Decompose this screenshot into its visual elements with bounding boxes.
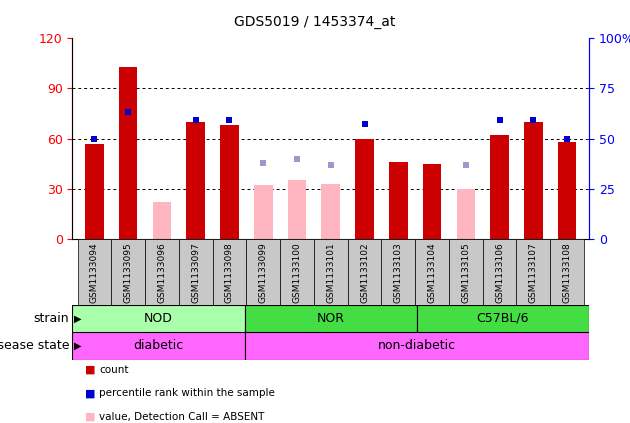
Bar: [77, 239, 112, 305]
Text: GSM1133094: GSM1133094: [90, 242, 99, 303]
Bar: [145, 239, 179, 305]
Text: NOD: NOD: [144, 312, 173, 325]
Text: GSM1133103: GSM1133103: [394, 242, 403, 303]
Text: GSM1133099: GSM1133099: [259, 242, 268, 303]
Bar: [550, 239, 584, 305]
Text: ▶: ▶: [74, 313, 81, 323]
Text: percentile rank within the sample: percentile rank within the sample: [99, 388, 275, 398]
Bar: [112, 239, 145, 305]
Text: ▶: ▶: [74, 341, 81, 351]
Text: GSM1133102: GSM1133102: [360, 242, 369, 303]
Bar: [85, 143, 104, 239]
Text: GSM1133101: GSM1133101: [326, 242, 335, 303]
Bar: [355, 139, 374, 239]
Bar: [288, 180, 306, 239]
Bar: [152, 202, 171, 239]
Bar: [348, 239, 381, 305]
Bar: [244, 305, 417, 332]
Text: GSM1133104: GSM1133104: [428, 242, 437, 303]
Text: GSM1133100: GSM1133100: [292, 242, 302, 303]
Text: disease state: disease state: [0, 339, 69, 352]
Text: GSM1133107: GSM1133107: [529, 242, 538, 303]
Bar: [254, 185, 273, 239]
Text: non-diabetic: non-diabetic: [378, 339, 456, 352]
Bar: [321, 184, 340, 239]
Bar: [483, 239, 517, 305]
Text: GSM1133095: GSM1133095: [123, 242, 133, 303]
Text: GDS5019 / 1453374_at: GDS5019 / 1453374_at: [234, 15, 396, 29]
Text: GSM1133098: GSM1133098: [225, 242, 234, 303]
Bar: [457, 189, 475, 239]
Bar: [490, 135, 509, 239]
Text: NOR: NOR: [317, 312, 345, 325]
Bar: [280, 239, 314, 305]
Text: count: count: [99, 365, 129, 375]
Bar: [212, 239, 246, 305]
Text: ■: ■: [85, 412, 96, 422]
Bar: [524, 122, 542, 239]
Bar: [381, 239, 415, 305]
Bar: [244, 332, 589, 360]
Bar: [72, 305, 244, 332]
Text: value, Detection Call = ABSENT: value, Detection Call = ABSENT: [99, 412, 264, 422]
Bar: [220, 125, 239, 239]
Text: GSM1133108: GSM1133108: [563, 242, 571, 303]
Bar: [389, 162, 408, 239]
Text: GSM1133106: GSM1133106: [495, 242, 504, 303]
Bar: [186, 122, 205, 239]
Text: GSM1133097: GSM1133097: [191, 242, 200, 303]
Text: C57BL/6: C57BL/6: [477, 312, 529, 325]
Bar: [417, 305, 589, 332]
Bar: [449, 239, 483, 305]
Text: GSM1133096: GSM1133096: [158, 242, 166, 303]
Bar: [415, 239, 449, 305]
Text: ■: ■: [85, 365, 96, 375]
Bar: [119, 66, 137, 239]
Text: ■: ■: [85, 388, 96, 398]
Text: diabetic: diabetic: [134, 339, 184, 352]
Bar: [558, 142, 576, 239]
Bar: [246, 239, 280, 305]
Bar: [517, 239, 550, 305]
Bar: [72, 332, 244, 360]
Bar: [179, 239, 212, 305]
Text: strain: strain: [33, 312, 69, 325]
Bar: [423, 164, 442, 239]
Text: GSM1133105: GSM1133105: [461, 242, 471, 303]
Bar: [314, 239, 348, 305]
